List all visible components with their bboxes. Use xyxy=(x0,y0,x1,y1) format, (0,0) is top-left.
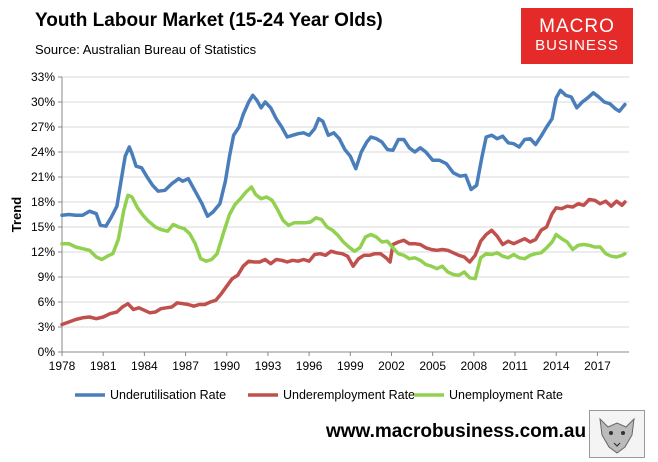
x-tick-label: 1984 xyxy=(131,359,158,373)
y-tick-labels: 0% 3% 6% 9% 12% 15% 18% 21% 24% 27% 30% 33% xyxy=(31,70,55,359)
chart-grid xyxy=(62,76,629,328)
x-tick-label: 2008 xyxy=(461,359,488,373)
series-line-0 xyxy=(60,88,627,228)
y-tick-label: 3% xyxy=(38,320,56,334)
y-axis-label: Trend xyxy=(9,197,24,232)
y-tick-label: 24% xyxy=(31,145,55,159)
x-tick-label: 1993 xyxy=(255,359,282,373)
logo-line-1: MACRO xyxy=(539,16,615,37)
wolf-emblem-icon xyxy=(589,410,645,458)
x-tick-label: 1981 xyxy=(90,359,117,373)
y-tick-label: 30% xyxy=(31,95,55,109)
x-tick-label: 2014 xyxy=(543,359,570,373)
x-tick-label: 1999 xyxy=(337,359,364,373)
x-tick-label: 2002 xyxy=(378,359,405,373)
y-tick-label: 21% xyxy=(31,170,55,184)
legend-label-2: Unemployment Rate xyxy=(449,388,563,402)
x-tick-label: 2017 xyxy=(584,359,611,373)
y-tick-label: 15% xyxy=(31,220,55,234)
y-tick-label: 9% xyxy=(38,270,56,284)
website-url: www.macrobusiness.com.au xyxy=(326,421,587,442)
y-tick-label: 33% xyxy=(31,70,55,84)
chart-series xyxy=(60,88,627,327)
x-tick-labels: 1978 1981 1984 1987 1990 1993 1996 1999 2002 2005… xyxy=(49,359,611,373)
legend-label-0: Underutilisation Rate xyxy=(110,388,226,402)
x-tick-label: 2011 xyxy=(502,359,528,373)
chart-legend: Underutilisation Rate Underemployment Rat… xyxy=(75,388,563,402)
y-tick-label: 27% xyxy=(31,120,55,134)
y-tick-label: 18% xyxy=(31,195,55,209)
x-tick-label: 1987 xyxy=(172,359,199,373)
y-tick-label: 12% xyxy=(31,245,55,259)
x-tick-label: 1996 xyxy=(296,359,323,373)
x-tick-label: 1990 xyxy=(213,359,240,373)
y-tick-label: 6% xyxy=(38,295,56,309)
logo-line-2: BUSINESS xyxy=(535,37,619,54)
y-tick-label: 0% xyxy=(38,345,56,359)
series-line-2 xyxy=(60,185,627,281)
series-line-1 xyxy=(60,197,627,327)
macrobusiness-logo: MACRO BUSINESS xyxy=(521,8,633,64)
page-title: Youth Labour Market (15-24 Year Olds) xyxy=(35,10,383,31)
x-tick-label: 1978 xyxy=(49,359,76,373)
legend-label-1: Underemployment Rate xyxy=(283,388,415,402)
source-note: Source: Australian Bureau of Statistics xyxy=(35,42,257,57)
x-tick-label: 2005 xyxy=(419,359,446,373)
